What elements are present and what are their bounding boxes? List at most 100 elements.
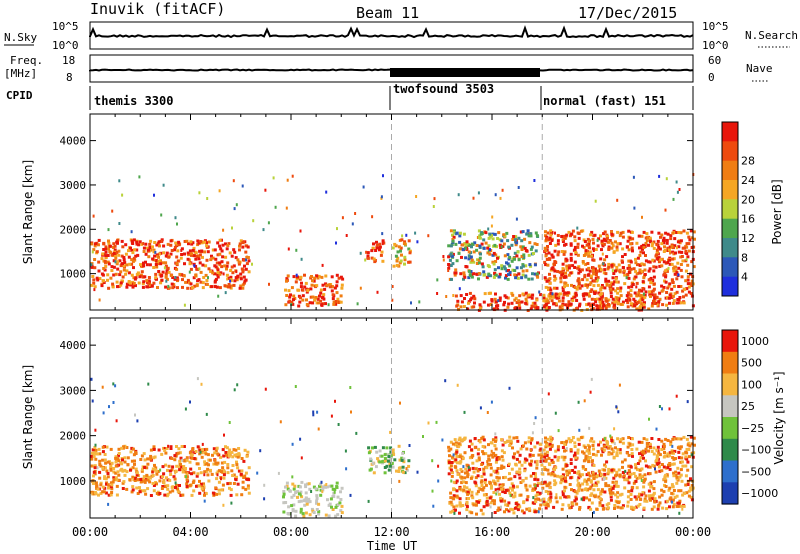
data-cell <box>573 490 577 494</box>
data-cell <box>458 240 462 244</box>
data-cell <box>477 486 481 490</box>
data-cell <box>654 470 658 474</box>
data-speckle <box>321 263 324 267</box>
data-cell <box>642 230 646 234</box>
data-cell <box>178 459 182 463</box>
data-cell <box>470 490 474 494</box>
data-cell <box>689 435 693 439</box>
data-cell <box>607 262 611 266</box>
data-cell <box>686 263 690 267</box>
data-cell <box>190 472 193 476</box>
data-cell <box>493 481 497 485</box>
data-cell <box>614 493 618 497</box>
data-cell <box>487 272 491 276</box>
data-cell <box>449 264 453 267</box>
data-cell <box>221 448 225 452</box>
data-cell <box>114 464 118 468</box>
data-cell <box>640 234 644 238</box>
data-cell <box>451 262 455 266</box>
data-cell <box>332 302 336 306</box>
data-cell <box>665 241 669 245</box>
data-cell <box>548 463 552 467</box>
data-speckle <box>92 214 95 218</box>
data-cell <box>282 510 286 514</box>
data-cell <box>613 306 617 310</box>
data-cell <box>456 472 460 476</box>
data-cell <box>132 238 136 242</box>
data-cell <box>593 298 597 301</box>
data-cell <box>640 302 644 306</box>
data-speckle <box>452 453 455 457</box>
data-cell <box>515 254 519 258</box>
data-cell <box>640 467 644 471</box>
data-cell <box>622 474 626 478</box>
data-cell <box>610 230 613 234</box>
data-cell <box>652 301 656 305</box>
data-cell <box>145 279 149 283</box>
data-speckle <box>382 174 384 178</box>
data-cell <box>587 460 591 464</box>
data-cell <box>233 250 237 254</box>
data-cell <box>478 306 482 310</box>
data-cell <box>186 251 190 255</box>
data-speckle <box>153 193 155 197</box>
data-cell <box>602 242 606 246</box>
data-cell <box>576 253 580 257</box>
data-cell <box>494 292 497 296</box>
data-cell <box>680 479 684 483</box>
data-cell <box>324 302 327 306</box>
data-speckle <box>391 285 394 288</box>
data-cell <box>141 285 145 289</box>
data-cell <box>176 259 180 263</box>
data-cell <box>161 261 165 265</box>
data-cell <box>458 487 462 491</box>
data-cell <box>524 485 528 489</box>
data-cell <box>620 259 624 263</box>
data-cell <box>601 468 605 472</box>
data-cell <box>162 481 166 484</box>
data-cell <box>91 275 95 278</box>
data-cell <box>172 475 176 479</box>
data-cell <box>565 291 569 295</box>
data-cell <box>168 490 172 494</box>
data-cell <box>449 447 453 451</box>
data-cell <box>198 253 202 257</box>
data-cell <box>304 511 308 515</box>
data-speckle <box>668 407 671 411</box>
data-cell <box>599 234 602 238</box>
data-cell <box>549 492 553 496</box>
data-cell <box>473 241 477 245</box>
data-cell <box>594 277 598 280</box>
data-cell <box>502 265 506 269</box>
data-cell <box>476 469 480 473</box>
data-cell <box>616 491 620 495</box>
data-cell <box>120 279 124 283</box>
data-cell <box>458 497 462 501</box>
data-cell <box>564 479 567 483</box>
data-cell <box>666 261 670 264</box>
data-cell <box>635 497 639 501</box>
data-cell <box>668 463 672 467</box>
data-cell <box>336 495 340 499</box>
data-cell <box>677 501 681 505</box>
data-speckle <box>201 442 204 446</box>
data-cell <box>652 299 655 303</box>
data-cell <box>459 272 463 276</box>
data-speckle <box>624 469 627 473</box>
data-cell <box>522 255 526 259</box>
data-speckle <box>654 467 656 471</box>
data-speckle <box>437 479 440 483</box>
data-cell <box>294 514 298 518</box>
data-cell <box>469 298 473 302</box>
data-cell <box>575 287 579 291</box>
data-cell <box>291 508 295 512</box>
data-cell <box>337 300 341 304</box>
data-cell <box>488 480 492 484</box>
data-cell <box>661 506 665 510</box>
data-cell <box>574 250 578 254</box>
data-cell <box>660 233 664 237</box>
data-cell <box>604 272 608 276</box>
data-speckle <box>590 377 593 381</box>
data-cell <box>239 272 243 276</box>
data-cell <box>627 271 631 274</box>
